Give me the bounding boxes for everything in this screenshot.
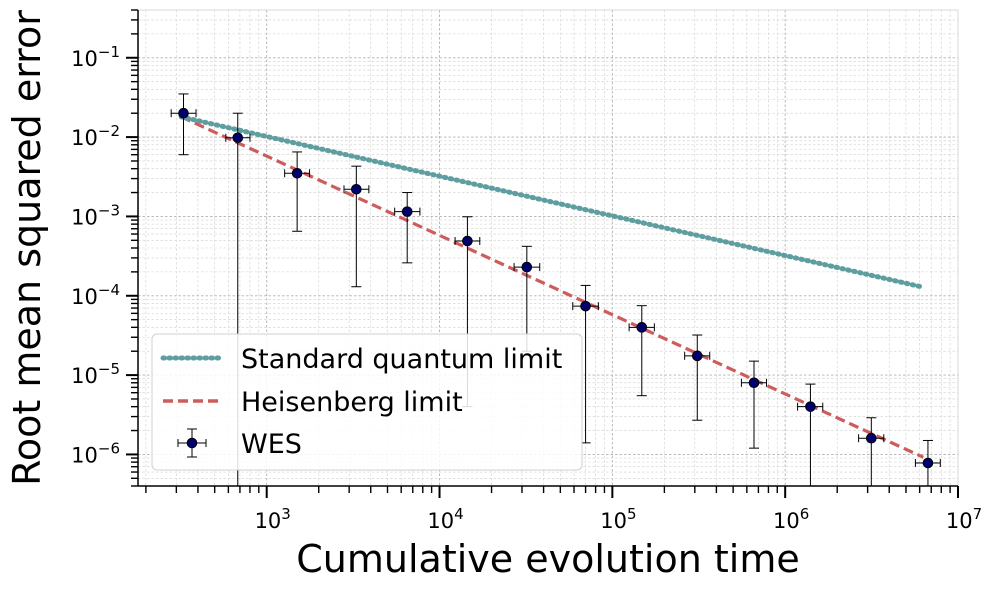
wes-errorbars — [170, 93, 941, 486]
wes-marker — [401, 206, 413, 217]
legend: Standard quantum limit Heisenberg limit … — [151, 333, 583, 471]
wes-marker — [351, 183, 362, 195]
y-axis-label: Root mean squared error — [5, 10, 49, 486]
wes-marker — [865, 432, 877, 444]
wes-point — [797, 383, 824, 486]
axes — [126, 9, 959, 498]
wes-marker — [636, 322, 648, 333]
legend-wes-swatch — [177, 428, 207, 458]
wes-marker — [805, 401, 816, 412]
wes-marker — [521, 261, 533, 273]
x-tick-label: 103 — [255, 505, 291, 533]
y-tick-label: 10−1 — [71, 43, 120, 71]
y-tick-label: 10−4 — [71, 281, 120, 309]
y-tick-label: 10−3 — [71, 201, 120, 229]
x-tick-label: 106 — [773, 505, 809, 533]
x-tick-label: 104 — [427, 505, 463, 533]
wes-point — [628, 305, 655, 397]
wes-point — [914, 439, 941, 486]
wes-marker — [232, 132, 244, 144]
wes-marker — [691, 350, 703, 362]
legend-label-sql: Standard quantum limit — [241, 344, 562, 375]
legend-box — [151, 333, 583, 471]
wes-marker — [178, 107, 189, 119]
wes-point — [343, 165, 370, 288]
y-tick-label: 10−6 — [71, 439, 120, 467]
wes-point — [858, 417, 885, 486]
standard-quantum-limit-line — [178, 114, 926, 290]
tick-labels: 103 104 105 106 107 10−1 10−2 10−3 10−4 10−5 10−6 — [71, 43, 982, 533]
x-axis-label: Cumulative evolution time — [296, 537, 799, 581]
wes-marker — [922, 457, 934, 469]
wes-marker — [462, 235, 473, 247]
wes-point — [170, 93, 197, 156]
legend-label-hl: Heisenberg limit — [241, 387, 463, 418]
legend-label-wes: WES — [241, 429, 302, 460]
wes-marker — [580, 300, 591, 312]
wes-marker — [291, 167, 303, 179]
wes-marker — [748, 377, 760, 389]
x-tick-label: 107 — [946, 505, 982, 533]
wes-point — [394, 192, 421, 264]
wes-point — [284, 151, 311, 232]
wes-point — [684, 334, 711, 421]
wes-point — [572, 284, 599, 444]
legend-wes-marker — [186, 437, 198, 449]
y-tick-label: 10−2 — [71, 122, 120, 150]
wes-point — [740, 360, 768, 449]
y-tick-label: 10−5 — [71, 360, 120, 388]
x-tick-label: 105 — [600, 505, 636, 533]
